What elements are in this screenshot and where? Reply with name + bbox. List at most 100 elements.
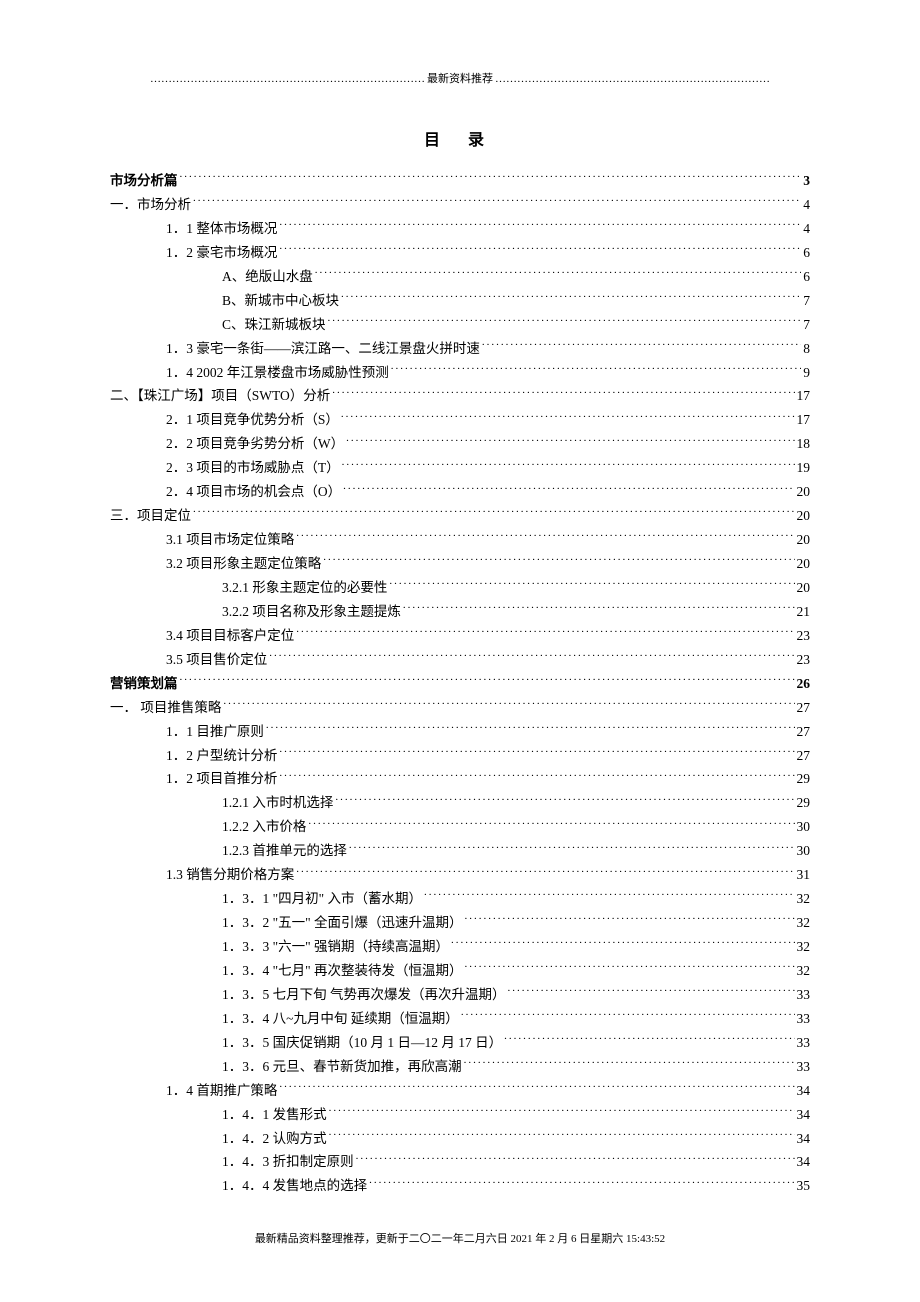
toc-entry: 一．市场分析4: [110, 194, 810, 217]
toc-label: B、新城市中心板块: [222, 290, 339, 313]
toc-page: 27: [797, 745, 811, 768]
toc-page: 31: [797, 864, 811, 887]
toc-page: 4: [803, 218, 810, 241]
toc-page: 3: [803, 170, 810, 193]
toc-dots: [266, 722, 795, 736]
toc-entry: 1．3．3 "六一" 强销期（持续高温期）32: [110, 936, 810, 959]
toc-dots: [269, 650, 794, 664]
toc-label: 1．4 2002 年江景楼盘市场威胁性预测: [166, 362, 389, 385]
toc-page: 20: [797, 529, 811, 552]
toc-entry: 2．1 项目竞争优势分析（S） 17: [110, 409, 810, 432]
header-line: …………………………………………………………………最新资料推荐…………………………: [110, 70, 810, 86]
toc-page: 30: [797, 816, 811, 839]
toc-label: 2．4 项目市场的机会点（O）: [166, 481, 341, 504]
toc-page: 18: [797, 433, 811, 456]
toc-entry: 3.2.1 形象主题定位的必要性20: [110, 577, 810, 600]
toc-dots: [356, 1153, 795, 1167]
toc-label: 1.2.2 入市价格: [222, 816, 306, 839]
toc-entry: 一． 项目推售策略27: [110, 697, 810, 720]
toc-label: A、绝版山水盘: [222, 266, 313, 289]
toc-dots: [403, 602, 795, 616]
toc-entry: 1．1 整体市场概况4: [110, 218, 810, 241]
toc-page: 21: [797, 601, 811, 624]
toc-entry: 2．2 项目竞争劣势分析（W） 18: [110, 433, 810, 456]
toc-entry: 1.2.2 入市价格 30: [110, 816, 810, 839]
toc-entry: 1．3．4 八~九月中旬 延续期（恒温期）33: [110, 1008, 810, 1031]
toc-dots: [279, 219, 801, 233]
toc-dots: [193, 195, 801, 209]
toc-label: 2．2 项目竞争劣势分析（W）: [166, 433, 344, 456]
toc-page: 17: [797, 409, 811, 432]
toc-dots: [342, 459, 795, 473]
toc-entry: 1．4 2002 年江景楼盘市场威胁性预测9: [110, 362, 810, 385]
toc-dots: [341, 411, 795, 425]
toc-dots: [296, 626, 794, 640]
toc-entry: 1．2 户型统计分析27: [110, 745, 810, 768]
header-dots-left: …………………………………………………………………: [150, 73, 425, 85]
toc-dots: [296, 531, 794, 545]
toc-label: 1．3．6 元旦、春节新货加推，再欣高潮: [222, 1056, 462, 1079]
toc-page: 32: [797, 888, 811, 911]
toc-title: 目 录: [110, 126, 810, 150]
toc-label: 1．2 豪宅市场概况: [166, 242, 277, 265]
toc-page: 32: [797, 912, 811, 935]
toc-page: 8: [803, 338, 810, 361]
toc-page: 29: [797, 792, 811, 815]
toc-dots: [279, 746, 794, 760]
toc-label: 市场分析篇: [110, 170, 178, 193]
toc-dots: [504, 1033, 794, 1047]
toc-dots: [391, 363, 802, 377]
toc-page: 23: [797, 649, 811, 672]
toc-dots: [332, 387, 794, 401]
toc-page: 6: [803, 242, 810, 265]
toc-entry: 1．3．4 "七月" 再次整装待发（恒温期）32: [110, 960, 810, 983]
toc-page: 19: [797, 457, 811, 480]
toc-page: 6: [803, 266, 810, 289]
toc-entry: 1.2.3 首推单元的选择30: [110, 840, 810, 863]
toc-entry: 1．4．2 认购方式34: [110, 1128, 810, 1151]
toc-page: 33: [797, 1056, 811, 1079]
toc-label: 1．4．4 发售地点的选择: [222, 1175, 367, 1198]
toc-label: 2．1 项目竞争优势分析（S）: [166, 409, 339, 432]
toc-entry: 1．3．1 "四月初" 入市（蓄水期）32: [110, 888, 810, 911]
toc-entry: B、新城市中心板块7: [110, 290, 810, 313]
toc-label: 1．4 首期推广策略: [166, 1080, 277, 1103]
toc-label: 1．3．5 国庆促销期（10 月 1 日—12 月 17 日）: [222, 1032, 502, 1055]
toc-entry: 1.3 销售分期价格方案31: [110, 864, 810, 887]
footer-text: 最新精品资料整理推荐，更新于二〇二一年二月六日 2021 年 2 月 6 日星期…: [0, 1230, 920, 1246]
toc-page: 20: [797, 505, 811, 528]
toc-entry: 2．3 项目的市场威胁点（T）19: [110, 457, 810, 480]
toc-page: 7: [803, 314, 810, 337]
toc-entry: C、珠江新城板块 7: [110, 314, 810, 337]
toc-page: 33: [797, 984, 811, 1007]
toc-page: 30: [797, 840, 811, 863]
toc-dots: [180, 172, 802, 186]
toc-label: 3.4 项目目标客户定位: [166, 625, 294, 648]
toc-page: 34: [797, 1151, 811, 1174]
toc-dots: [346, 435, 794, 449]
toc-label: 二、【珠江广场】项目（SWTO）分析: [110, 385, 330, 408]
toc-dots: [389, 578, 794, 592]
toc-entry: 1．3．6 元旦、春节新货加推，再欣高潮 33: [110, 1056, 810, 1079]
toc-entry: 1．1 目推广原则27: [110, 721, 810, 744]
toc-entry: 3.5 项目售价定位23: [110, 649, 810, 672]
toc-page: 20: [797, 553, 811, 576]
toc-dots: [335, 794, 794, 808]
toc-entry: 1．3．2 "五一" 全面引爆（迅速升温期） 32: [110, 912, 810, 935]
toc-page: 23: [797, 625, 811, 648]
toc-dots: [328, 315, 802, 329]
toc-entry: 营销策划篇26: [110, 673, 810, 696]
toc-dots: [279, 1081, 794, 1095]
table-of-contents: 市场分析篇 3一．市场分析41．1 整体市场概况41．2 豪宅市场概况 6 A、绝版山…: [110, 170, 810, 1198]
toc-page: 34: [797, 1080, 811, 1103]
toc-page: 27: [797, 721, 811, 744]
toc-label: 3.1 项目市场定位策略: [166, 529, 294, 552]
toc-label: C、珠江新城板块: [222, 314, 326, 337]
toc-entry: 1．4．3 折扣制定原则34: [110, 1151, 810, 1174]
toc-entry: 3.2 项目形象主题定位策略20: [110, 553, 810, 576]
toc-dots: [464, 1057, 795, 1071]
toc-page: 34: [797, 1104, 811, 1127]
toc-label: 1．3．2 "五一" 全面引爆（迅速升温期）: [222, 912, 463, 935]
toc-dots: [508, 985, 795, 999]
toc-label: 1．2 项目首推分析: [166, 768, 277, 791]
